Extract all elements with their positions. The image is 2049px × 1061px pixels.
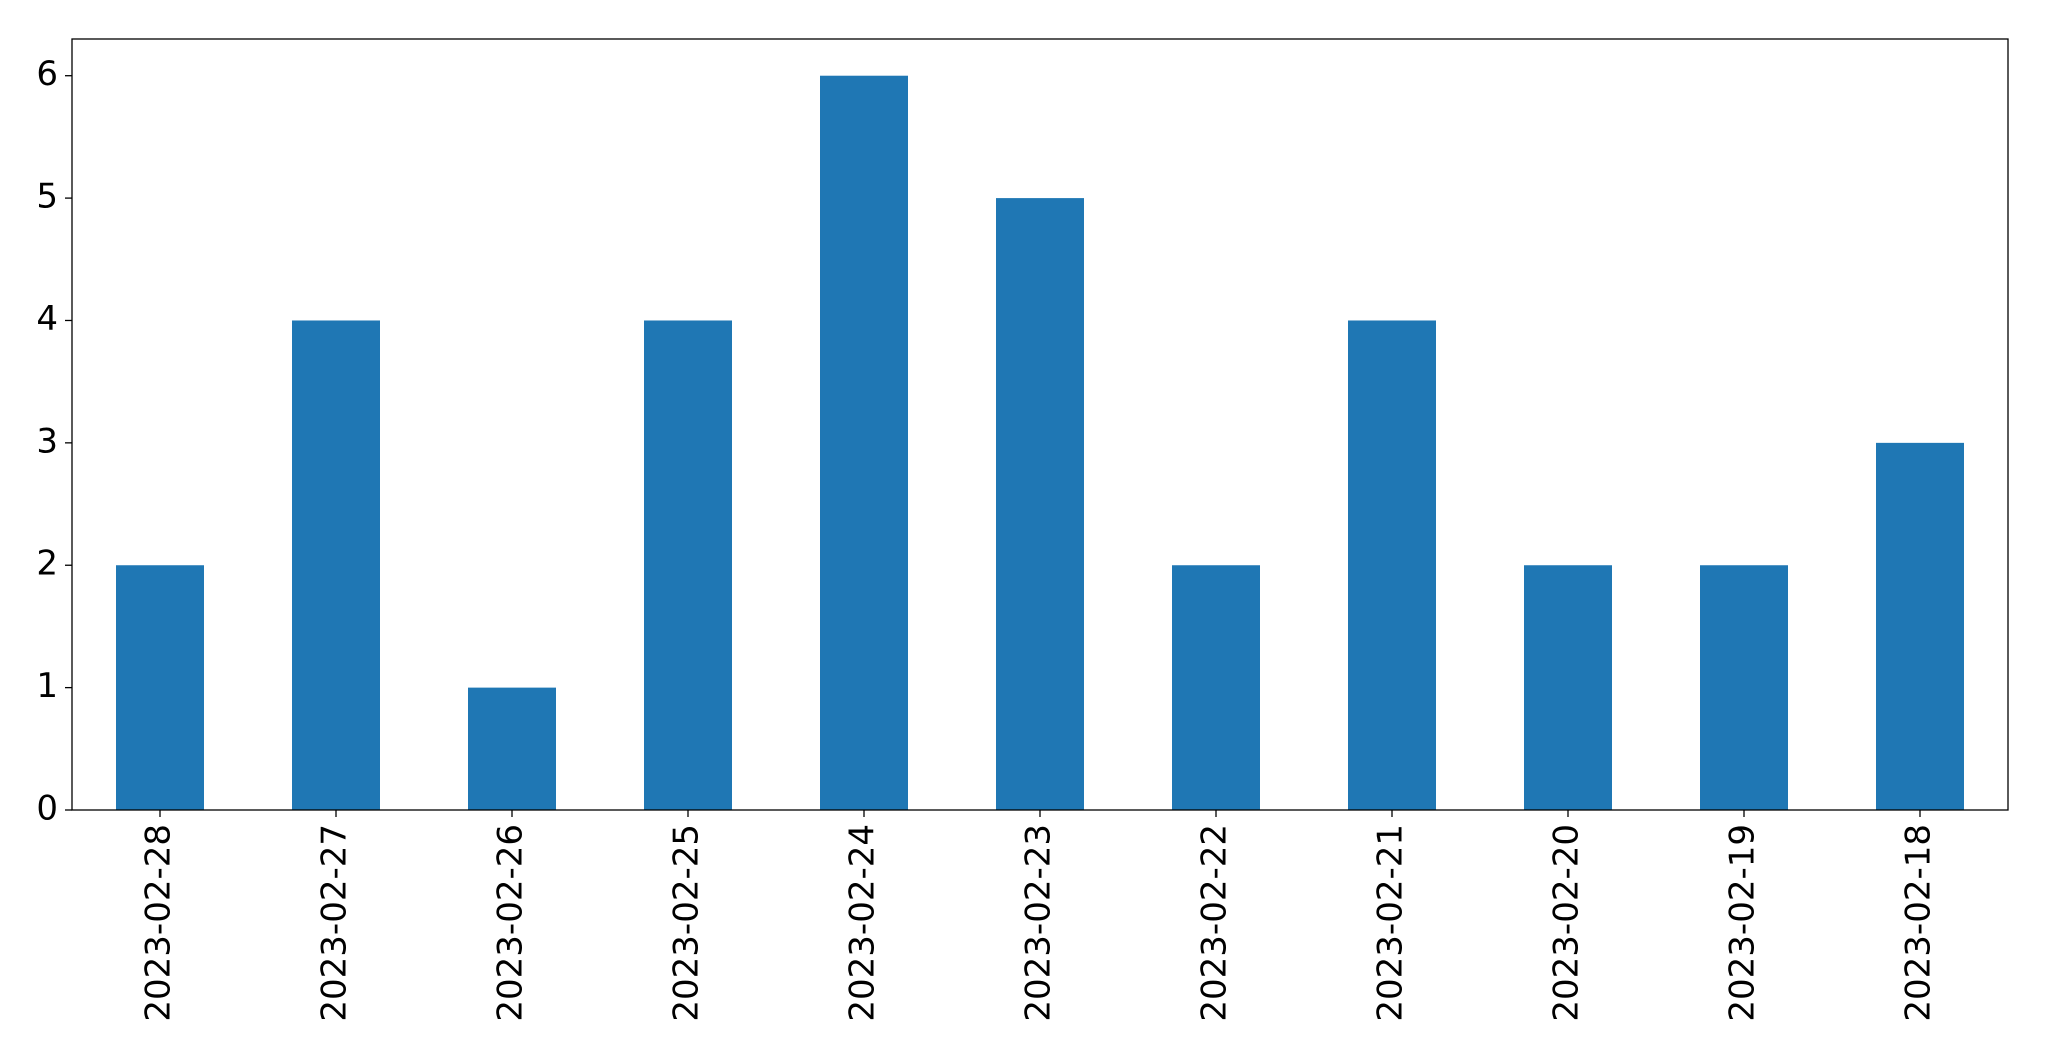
y-tick-label: 5 — [36, 177, 58, 217]
x-tick-label: 2023-02-24 — [843, 824, 883, 1022]
bar — [996, 198, 1084, 811]
x-tick-label: 2023-02-25 — [667, 824, 707, 1022]
x-tick-label: 2023-02-28 — [139, 824, 179, 1022]
bar — [116, 565, 204, 810]
bar — [820, 75, 908, 810]
x-tick-label: 2023-02-23 — [1019, 824, 1059, 1022]
bar — [1524, 565, 1612, 810]
bar — [1348, 320, 1436, 810]
x-tick-label: 2023-02-18 — [1899, 824, 1939, 1022]
y-tick-label: 0 — [36, 789, 58, 829]
y-tick-label: 4 — [36, 299, 58, 339]
bar — [1700, 565, 1788, 810]
x-tick-label: 2023-02-21 — [1371, 824, 1411, 1022]
x-tick-label: 2023-02-22 — [1195, 824, 1235, 1022]
x-tick-label: 2023-02-26 — [491, 824, 531, 1022]
bar — [1876, 442, 1964, 810]
bar — [468, 687, 556, 810]
x-tick-label: 2023-02-27 — [315, 824, 355, 1022]
bar — [644, 320, 732, 810]
bar — [292, 320, 380, 810]
y-tick-label: 1 — [36, 666, 58, 706]
y-tick-label: 6 — [36, 54, 58, 94]
x-tick-label: 2023-02-20 — [1547, 824, 1587, 1022]
x-tick-label: 2023-02-19 — [1723, 824, 1763, 1022]
bar — [1172, 565, 1260, 810]
y-tick-label: 3 — [36, 421, 58, 461]
y-tick-label: 2 — [36, 544, 58, 584]
